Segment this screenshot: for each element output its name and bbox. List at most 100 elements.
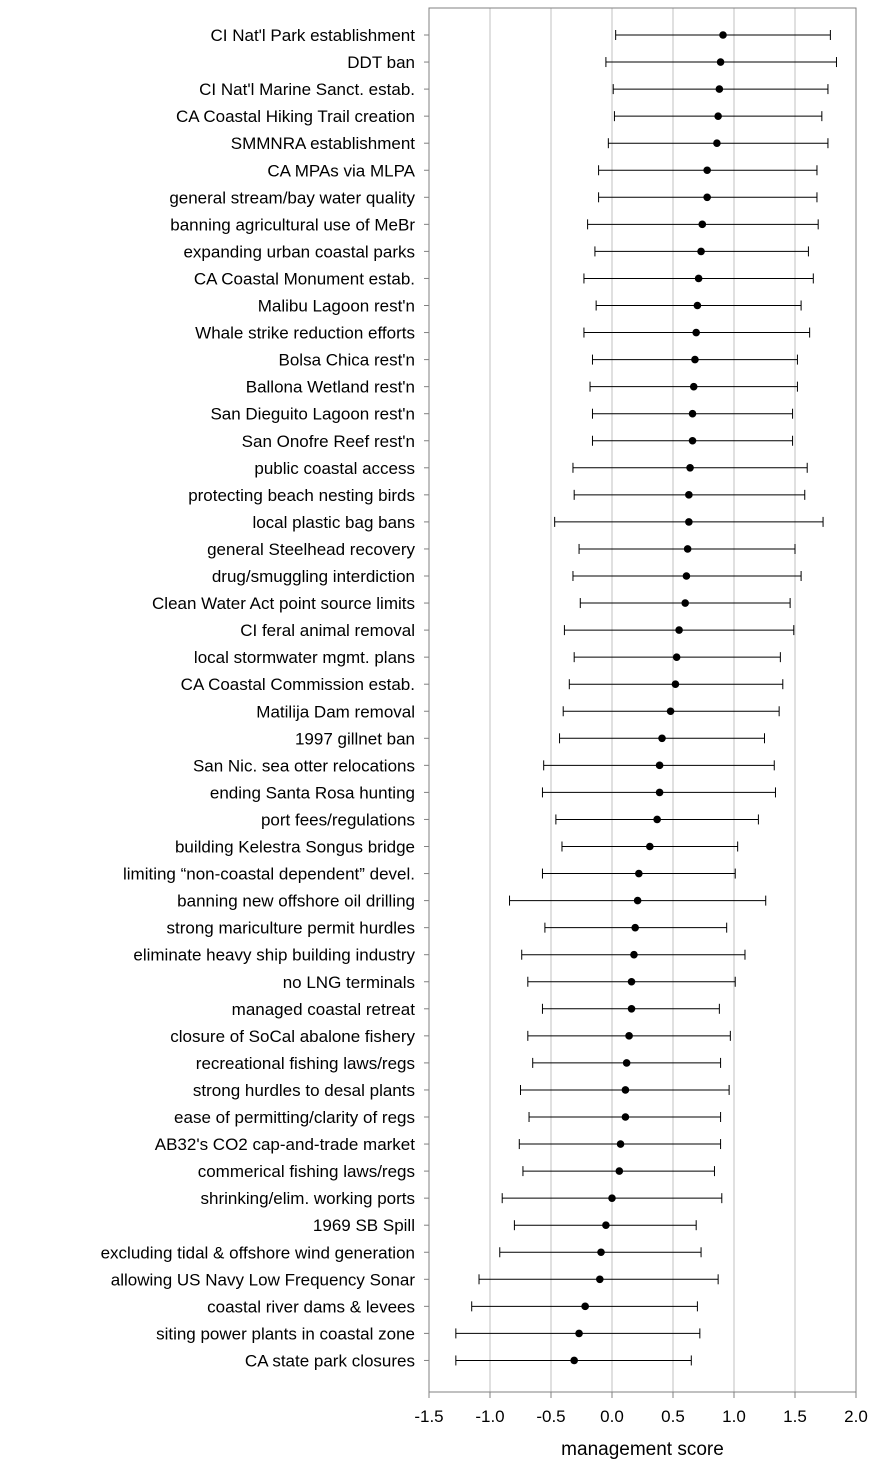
category-label: CI Nat'l Park establishment <box>211 26 416 45</box>
mean-point <box>635 869 643 878</box>
error-bars <box>455 30 837 1366</box>
mean-point <box>698 220 707 229</box>
mean-point <box>646 842 654 851</box>
category-label: banning new offshore oil drilling <box>177 892 415 911</box>
mean-point <box>686 464 694 472</box>
category-label: Clean Water Act point source limits <box>152 594 415 613</box>
category-label: San Dieguito Lagoon rest'n <box>210 405 415 424</box>
mean-point <box>685 491 693 499</box>
plot-area <box>428 7 857 1393</box>
category-label: building Kelestra Songus bridge <box>175 838 415 857</box>
category-label: commerical fishing laws/regs <box>198 1162 415 1181</box>
mean-point <box>631 923 639 932</box>
category-label: DDT ban <box>347 53 415 72</box>
mean-point <box>683 545 692 553</box>
x-axis-ticks: -1.5 -1.0 -0.5 0.0 0.5 1.0 1.5 2.0 <box>414 1392 868 1426</box>
category-label: no LNG terminals <box>283 973 415 992</box>
mean-point <box>621 1113 630 1121</box>
category-label: recreational fishing laws/regs <box>196 1054 415 1073</box>
mean-point <box>627 1005 636 1013</box>
category-label: Whale strike reduction efforts <box>195 324 415 343</box>
category-label: 1969 SB Spill <box>313 1216 415 1235</box>
category-label: San Onofre Reef rest'n <box>242 432 415 451</box>
category-label: strong hurdles to desal plants <box>193 1081 415 1100</box>
gridlines <box>428 8 857 1392</box>
mean-point <box>630 950 638 959</box>
category-label: CA Coastal Commission estab. <box>181 675 415 694</box>
category-label: excluding tidal & offshore wind generati… <box>101 1243 415 1262</box>
mean-point <box>703 193 711 202</box>
category-label: banning agricultural use of MeBr <box>170 215 415 234</box>
category-label: CA Coastal Monument estab. <box>194 269 415 288</box>
category-label: CA state park closures <box>245 1351 415 1370</box>
mean-point <box>681 599 689 607</box>
mean-point <box>714 112 722 120</box>
x-tick-label: 0.5 <box>661 1407 685 1426</box>
mean-point <box>655 761 664 770</box>
category-label: allowing US Navy Low Frequency Sonar <box>111 1270 416 1289</box>
mean-point <box>608 1194 616 1202</box>
mean-point <box>625 1032 633 1040</box>
category-label: Matilija Dam removal <box>256 702 415 721</box>
mean-point <box>703 166 711 175</box>
mean-point <box>596 1275 604 1284</box>
mean-point <box>675 626 683 634</box>
category-label: San Nic. sea otter relocations <box>193 756 415 775</box>
mean-point <box>685 518 693 526</box>
x-tick-label: 2.0 <box>844 1407 868 1426</box>
mean-point <box>653 815 661 824</box>
mean-point <box>658 734 666 743</box>
x-tick-label: 1.0 <box>722 1407 746 1426</box>
mean-point <box>627 977 636 986</box>
x-tick-label: -0.5 <box>536 1407 565 1426</box>
mean-points <box>570 31 727 1365</box>
category-label: expanding urban coastal parks <box>183 242 415 261</box>
category-label: general stream/bay water quality <box>169 188 415 207</box>
mean-point <box>570 1356 578 1365</box>
x-tick-label: -1.5 <box>414 1407 443 1426</box>
mean-point <box>716 58 725 66</box>
category-label: strong mariculture permit hurdles <box>167 919 415 938</box>
mean-point <box>622 1059 631 1067</box>
category-label: limiting “non-coastal dependent” devel. <box>123 865 415 884</box>
category-label: AB32's CO2 cap-and-trade market <box>155 1135 416 1154</box>
category-label: CA Coastal Hiking Trail creation <box>176 107 415 126</box>
category-label: coastal river dams & levees <box>207 1297 415 1316</box>
category-label: drug/smuggling interdiction <box>212 567 415 586</box>
mean-point <box>575 1329 583 1338</box>
category-label: Ballona Wetland rest'n <box>246 378 415 397</box>
category-label: 1997 gillnet ban <box>295 729 415 748</box>
category-label: eliminate heavy ship building industry <box>133 946 415 965</box>
category-labels: CI Nat'l Park establishment DDT ban CI Nat… <box>101 26 429 1370</box>
category-label: managed coastal retreat <box>232 1000 416 1019</box>
x-axis-title: management score <box>561 1439 724 1460</box>
mean-point <box>655 788 664 797</box>
category-label: ease of permitting/clarity of regs <box>174 1108 415 1127</box>
category-label: CI feral animal removal <box>240 621 415 640</box>
mean-point <box>602 1221 610 1229</box>
category-label: CI Nat'l Marine Sanct. estab. <box>199 80 415 99</box>
mean-point <box>621 1086 630 1094</box>
mean-point <box>697 247 705 256</box>
x-tick-label: 1.5 <box>783 1407 807 1426</box>
category-label: siting power plants in coastal zone <box>156 1324 415 1343</box>
mean-point <box>715 85 724 93</box>
category-label: CA MPAs via MLPA <box>267 161 415 180</box>
mean-point <box>633 896 642 905</box>
mean-point <box>597 1248 605 1257</box>
mean-point <box>616 1140 625 1148</box>
category-label: Malibu Lagoon rest'n <box>258 297 415 316</box>
category-label: local plastic bag bans <box>252 513 415 532</box>
mean-point <box>666 707 675 716</box>
category-label: ending Santa Rosa hunting <box>210 783 415 802</box>
mean-point <box>719 31 727 39</box>
mean-point <box>692 328 700 337</box>
category-label: general Steelhead recovery <box>207 540 415 559</box>
mean-point <box>581 1302 589 1311</box>
mean-point <box>682 572 691 580</box>
category-label: SMMNRA establishment <box>231 134 416 153</box>
mean-point <box>671 680 680 688</box>
mean-point <box>689 382 698 391</box>
category-label: public coastal access <box>254 459 415 478</box>
